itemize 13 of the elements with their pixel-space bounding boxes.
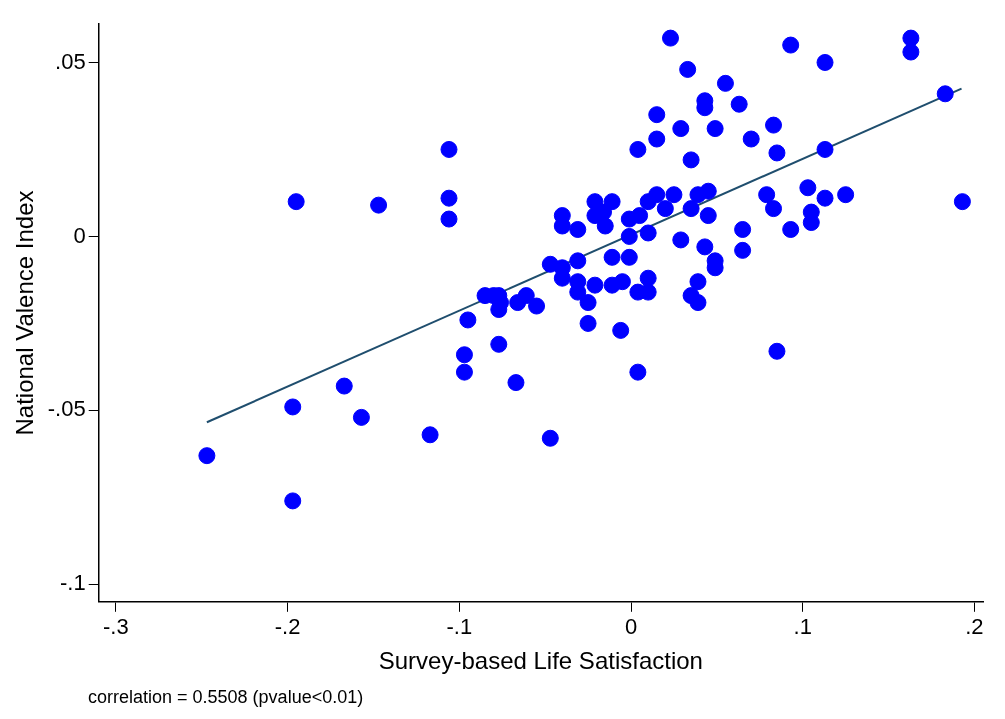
x-tick-label: .1 bbox=[793, 614, 812, 640]
y-tick-label: 0 bbox=[73, 222, 86, 248]
y-tick-label: .05 bbox=[55, 48, 86, 74]
x-tick-label: -.2 bbox=[274, 614, 301, 640]
y-tick-label: -.1 bbox=[60, 570, 86, 596]
x-tick-label: .2 bbox=[965, 614, 984, 640]
x-axis-title: Survey-based Life Satisfaction bbox=[378, 647, 703, 675]
y-axis-title: National Valence Index bbox=[11, 190, 39, 436]
x-tick-label: -.1 bbox=[446, 614, 473, 640]
x-tick-label: 0 bbox=[624, 614, 638, 640]
text: correlation = 0.5508 (pvalue<0.01) bbox=[88, 687, 364, 707]
y-tick-label: -.05 bbox=[47, 396, 86, 422]
x-tick-label: -.3 bbox=[103, 614, 129, 640]
